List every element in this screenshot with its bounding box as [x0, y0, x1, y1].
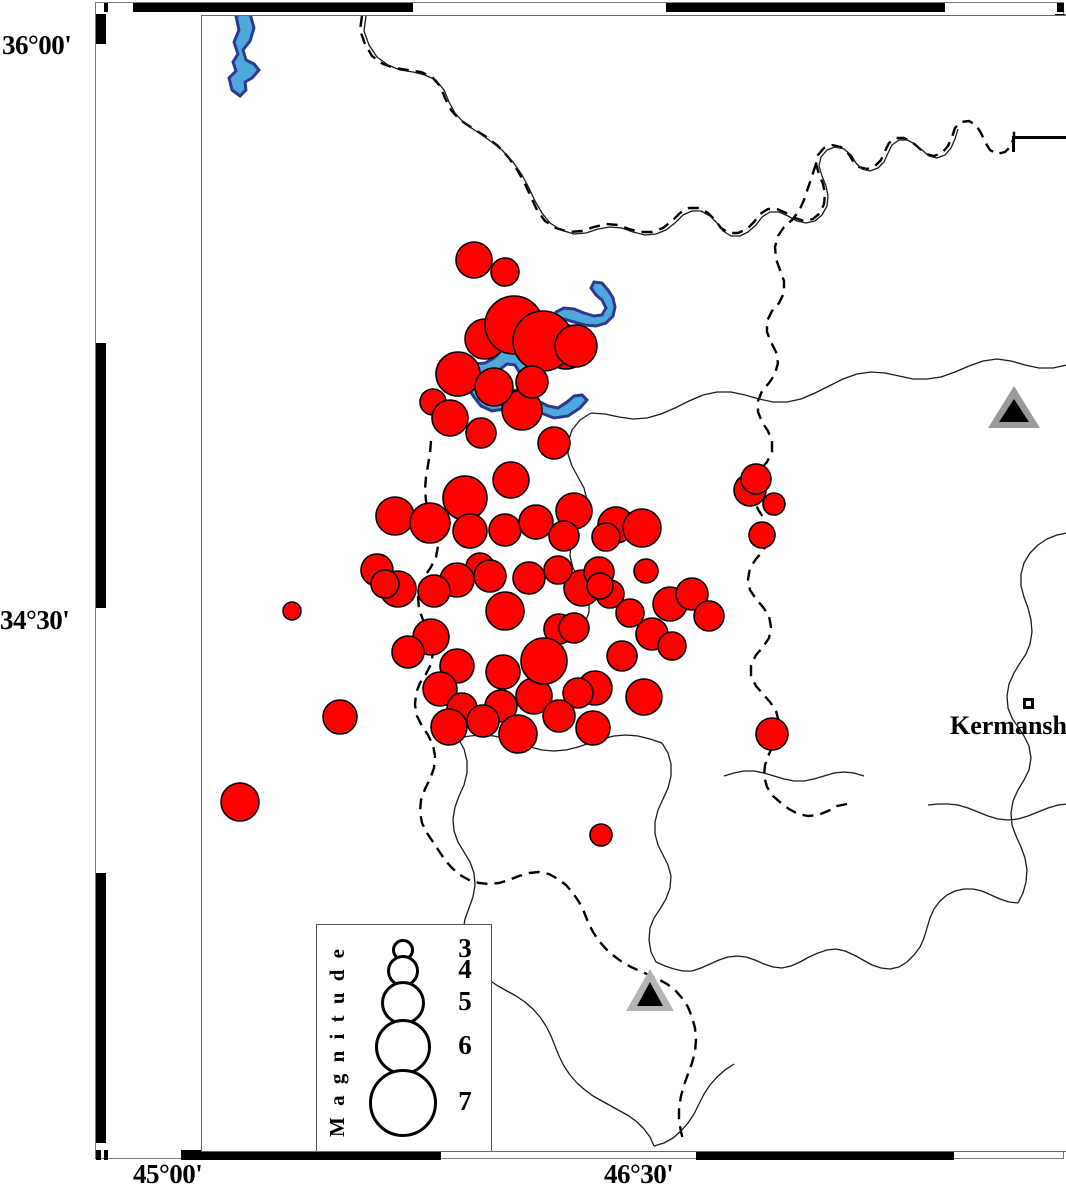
epicenter-circle [740, 463, 772, 495]
axis-label-lon-46-30: 46°30' [604, 1159, 674, 1189]
scale-bar-line [1012, 136, 1066, 152]
legend-circle-m6 [375, 1019, 431, 1075]
epicenter-circle [492, 461, 530, 499]
epicenter-circle [542, 699, 576, 733]
station-triangle-south [626, 969, 674, 1011]
epicenter-circle [488, 513, 522, 547]
tick-bottom-4 [696, 1150, 954, 1160]
map-frame-inner: 60 km Kermanshah M a g n i t u d e 345 6 7 [201, 15, 1066, 1152]
epicenter-circle [442, 475, 488, 521]
tick-bottom-3 [181, 1150, 441, 1160]
epicenter-circle [466, 704, 500, 738]
epicenter-circle [370, 569, 400, 599]
epicenter-circle [575, 710, 611, 746]
epicenter-circle [473, 559, 507, 593]
epicenter-circle [485, 591, 525, 631]
epicenter-circle [322, 699, 358, 735]
tick-top-3 [666, 3, 945, 12]
tick-bottom-1 [96, 1150, 101, 1160]
epicenter-circle [606, 640, 638, 672]
epicenter-circle [562, 677, 594, 709]
epicenter-circle [622, 508, 662, 548]
epicenter-circle [452, 513, 488, 549]
legend-label-m4: 4 [458, 954, 472, 984]
epicenter-circle [755, 717, 789, 751]
tick-left-2 [96, 343, 106, 608]
city-label-kermanshah: Kermanshah [950, 711, 1066, 740]
scale-bar: 60 km [1012, 136, 1066, 198]
epicenter-circle [548, 520, 580, 552]
epicenter-circle [554, 324, 598, 368]
axis-label-lat-36: 36°00' [2, 30, 72, 60]
tick-top-2 [133, 3, 413, 12]
map-plot-area: 60 km Kermanshah M a g n i t u d e 345 6 7 [202, 16, 1066, 1151]
epicenter-circle [375, 496, 415, 536]
epicenter-circle [417, 574, 451, 608]
axis-label-lon-45-00: 45°00' [133, 1159, 203, 1189]
legend-label-m7: 7 [458, 1086, 472, 1116]
epicenter-circle [675, 577, 709, 611]
epicenter-circle [282, 601, 302, 621]
epicenter-circle [435, 351, 481, 397]
epicenter-circle [474, 367, 514, 407]
legend-circle-m7 [369, 1069, 437, 1137]
epicenter-circle [615, 598, 645, 628]
epicenter-circle [490, 257, 520, 287]
tick-left-1 [96, 14, 106, 44]
epicenter-circle [455, 241, 493, 279]
tick-top-4 [1057, 3, 1064, 12]
legend-label-m3: 3 [458, 933, 472, 963]
epicenter-circle [537, 426, 571, 460]
epicenter-circle [498, 714, 538, 754]
epicenter-circle [430, 708, 468, 746]
epicenter-circle [748, 521, 776, 549]
epicenter-circle [591, 522, 621, 552]
epicenter-circle [657, 631, 687, 661]
epicenter-circle [520, 637, 568, 685]
legend-label-m5: 5 [458, 986, 472, 1016]
legend-title: M a g n i t u d e [325, 945, 349, 1137]
epicenter-circle [409, 502, 451, 544]
station-triangle-northeast [988, 386, 1040, 428]
epicenter-circle [431, 399, 469, 437]
city-square-icon [1023, 698, 1034, 709]
epicenter-circle [543, 555, 573, 585]
tick-top-1 [104, 3, 108, 12]
legend-label-m6: 6 [458, 1030, 472, 1060]
epicenter-circle [518, 504, 554, 540]
epicenter-circle [558, 612, 590, 644]
epicenter-circle [465, 417, 497, 449]
legend-circle-column [365, 933, 441, 1149]
epicenter-circle [220, 782, 260, 822]
epicenter-circle [693, 600, 725, 632]
epicenter-circle [586, 572, 614, 600]
epicenter-circle [422, 671, 458, 707]
coastline-rivers [363, 16, 1066, 1147]
water-river-northwest [227, 16, 261, 98]
tick-left-3 [96, 873, 106, 1143]
epicenter-circle [512, 561, 546, 595]
epicenter-circle [391, 635, 425, 669]
epicenter-circle [625, 678, 663, 716]
epicenter-circle [633, 558, 659, 584]
axis-label-lat-34-30: 34°30' [0, 605, 70, 635]
epicenter-circle [762, 492, 786, 516]
map-frame-outer: 60 km Kermanshah M a g n i t u d e 345 6 7 [95, 2, 1066, 1160]
epicenter-circle [515, 365, 549, 399]
map-vector-layer [220, 16, 1066, 1147]
epicenter-circle [485, 654, 521, 690]
scale-bar-label: 60 km [1012, 154, 1066, 190]
epicenter-circle [589, 823, 613, 847]
tick-bottom-2 [104, 1150, 108, 1160]
epicenter-layer [220, 241, 789, 847]
